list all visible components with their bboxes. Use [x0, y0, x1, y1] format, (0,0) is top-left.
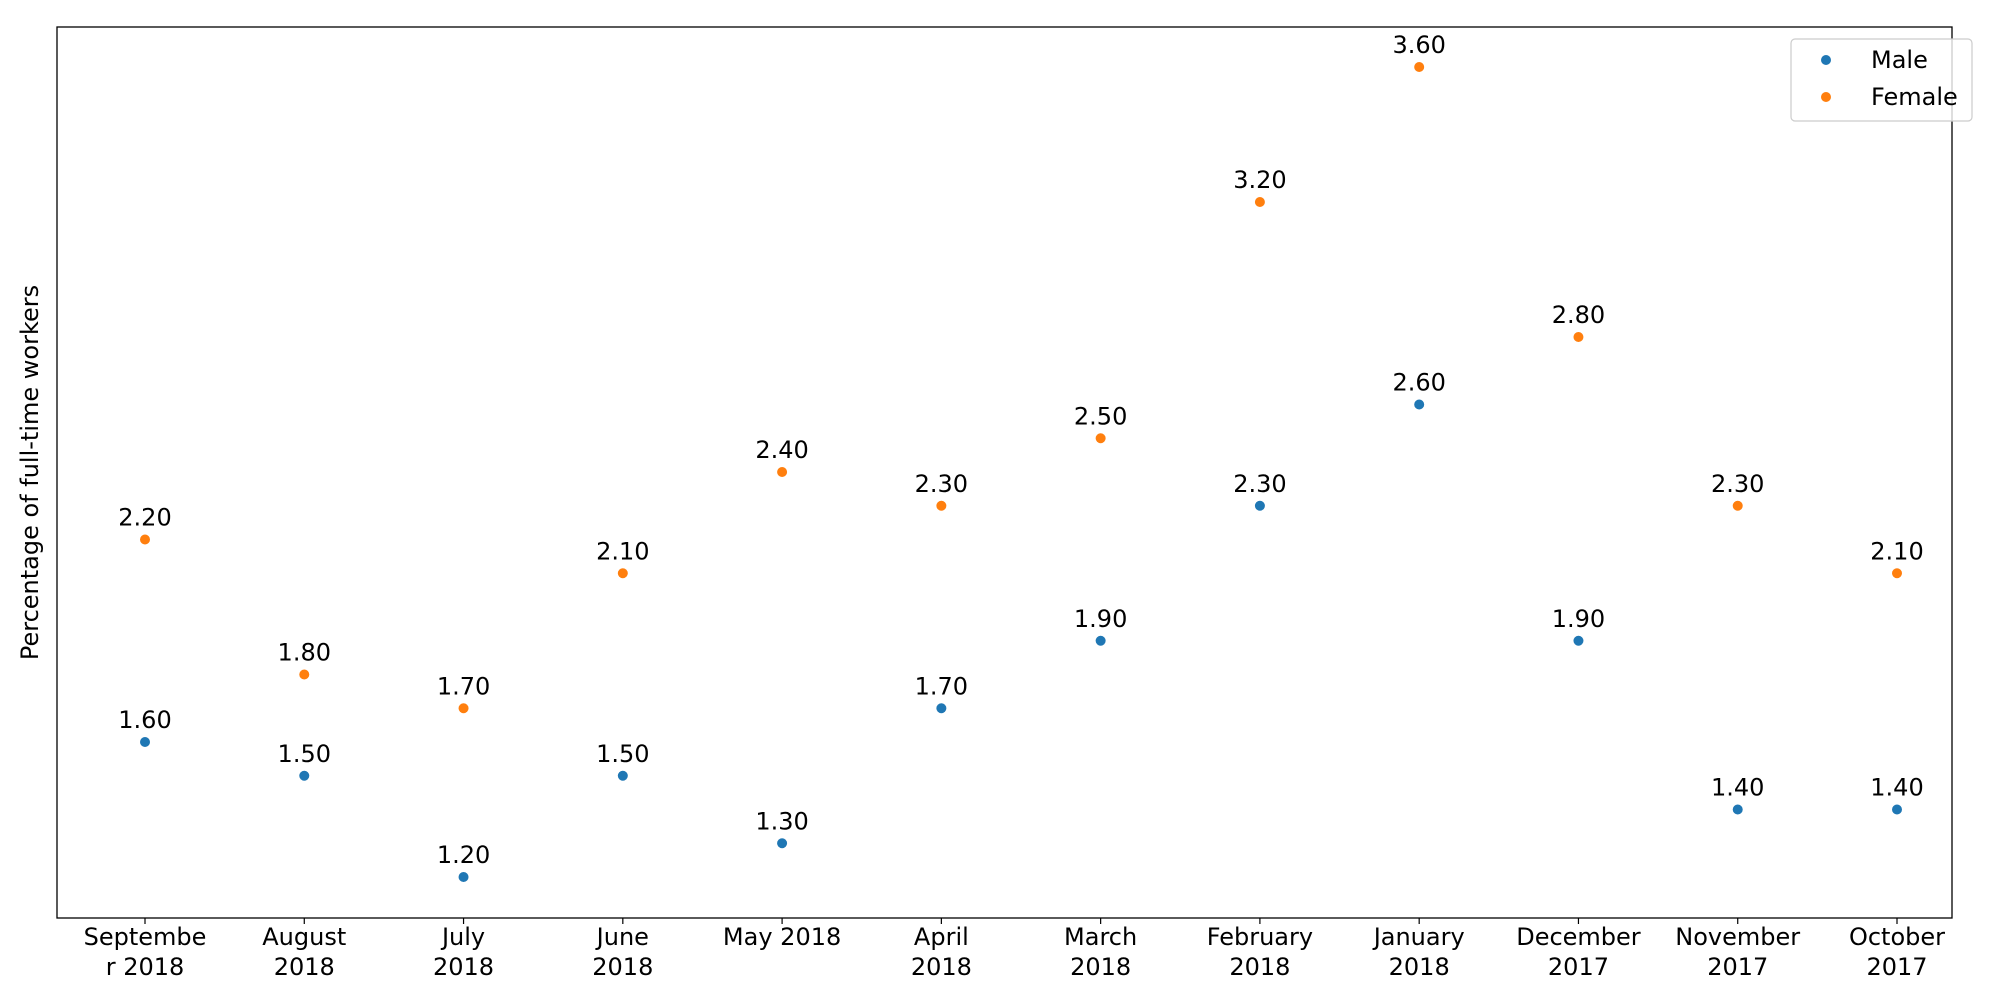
data-label: 2.20: [118, 504, 171, 532]
x-tick-label: August: [262, 923, 346, 951]
x-tick-label: 2018: [274, 953, 335, 981]
data-label: 1.50: [278, 740, 331, 768]
data-point: [1095, 433, 1106, 444]
chart-legend: Male Female: [1790, 38, 1973, 122]
data-label: 3.20: [1233, 166, 1286, 194]
data-label: 1.90: [1552, 605, 1605, 633]
x-tick-label: Septembe: [84, 923, 207, 951]
data-label: 2.80: [1552, 301, 1605, 329]
x-tick-label: June: [595, 923, 649, 951]
data-point: [1892, 568, 1902, 579]
data-label: 2.30: [915, 470, 968, 498]
x-tick-label: 2017: [1866, 953, 1927, 981]
data-label: 2.40: [755, 436, 808, 464]
series-male: 1.60 1.50 1.20 1.50 1.30 1.70 1.90 2.30 2.60 1.90…: [118, 369, 1924, 882]
x-tick-label: March: [1064, 923, 1137, 951]
data-series: 1.60 1.50 1.20 1.50 1.30 1.70 1.90 2.30 2.60 1.90…: [118, 31, 1924, 882]
data-point: [777, 838, 788, 849]
data-label: 1.50: [596, 740, 649, 768]
x-tick-label: January: [1372, 923, 1465, 951]
data-label: 2.50: [1074, 402, 1127, 430]
data-point: [777, 467, 788, 477]
data-label: 1.40: [1870, 774, 1923, 802]
y-axis-label: Percentage of full-time workers: [16, 285, 44, 660]
data-point: [1414, 399, 1425, 410]
data-point: [1573, 332, 1584, 342]
x-tick-label: October: [1849, 923, 1945, 951]
legend-label: Male: [1871, 46, 1928, 74]
data-label: 2.30: [1711, 470, 1764, 498]
x-tick-label: 2017: [1707, 953, 1768, 981]
data-point: [1095, 635, 1106, 646]
x-tick-label: r 2018: [106, 953, 185, 981]
data-point: [1892, 804, 1902, 815]
data-point: [617, 770, 628, 781]
x-tick-label: November: [1675, 923, 1800, 951]
data-point: [936, 703, 947, 714]
data-label: 2.30: [1233, 470, 1286, 498]
data-point: [1732, 500, 1743, 511]
x-tick-label: 2018: [433, 953, 494, 981]
data-label: 3.60: [1392, 31, 1445, 59]
plot-area-frame: [56, 26, 1953, 919]
data-point: [299, 770, 310, 781]
x-tick-label: February: [1207, 923, 1313, 951]
x-tick-label: 2018: [1229, 953, 1290, 981]
data-point: [458, 703, 469, 714]
data-point: [1732, 804, 1743, 815]
legend-marker: [1821, 55, 1831, 65]
series-female: 2.20 1.80 1.70 2.10 2.40 2.30 2.50 3.20 3.60 2.80…: [118, 31, 1924, 714]
x-tick-label: 2018: [911, 953, 972, 981]
x-tick-label: December: [1516, 923, 1641, 951]
data-label: 1.40: [1711, 774, 1764, 802]
data-point: [1414, 62, 1425, 72]
data-point: [1254, 197, 1265, 207]
x-tick-label: April: [914, 923, 969, 951]
data-label: 1.20: [437, 841, 490, 869]
data-label: 1.70: [915, 672, 968, 700]
data-label: 1.90: [1074, 605, 1127, 633]
data-point: [1573, 635, 1584, 646]
data-label: 2.10: [596, 537, 649, 565]
data-label: 2.10: [1870, 537, 1923, 565]
x-tick-label: 2018: [592, 953, 653, 981]
data-point: [140, 534, 150, 545]
data-point: [458, 872, 469, 882]
data-point: [299, 669, 310, 680]
x-tick-label: July: [440, 923, 485, 951]
data-label: 2.60: [1392, 369, 1445, 397]
data-point: [140, 737, 150, 747]
legend-marker: [1821, 92, 1831, 102]
data-point: [1254, 500, 1265, 511]
legend-label: Female: [1871, 83, 1958, 111]
data-label: 1.60: [118, 706, 171, 734]
data-label: 1.80: [278, 639, 331, 667]
x-tick-label: 2018: [1070, 953, 1131, 981]
data-label: 1.30: [755, 807, 808, 835]
data-point: [936, 500, 947, 511]
x-tick-label: 2018: [1389, 953, 1450, 981]
data-label: 1.70: [437, 672, 490, 700]
x-tick-label: 2017: [1548, 953, 1609, 981]
data-point: [617, 568, 628, 579]
x-tick-label: May 2018: [723, 923, 841, 951]
legend-box: [1790, 38, 1973, 122]
